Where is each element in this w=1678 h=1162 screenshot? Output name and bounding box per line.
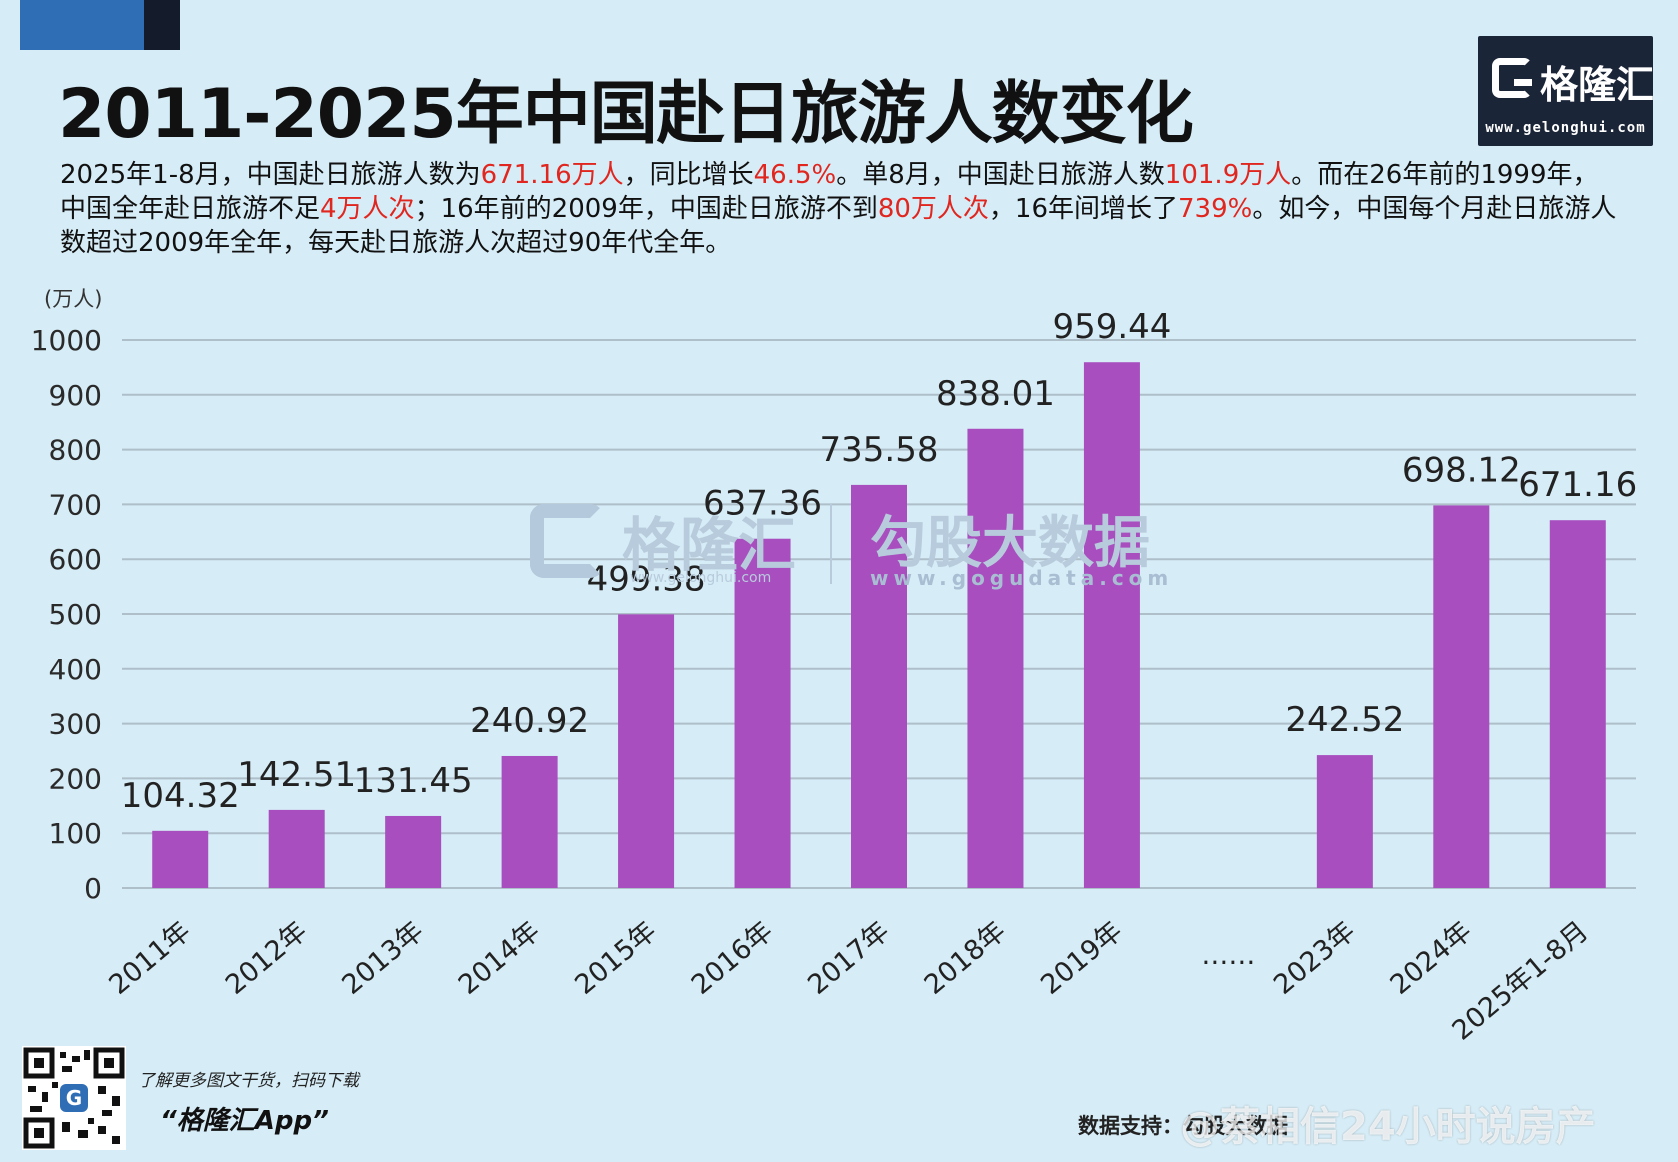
bar-value-label: 499.38 [587,559,706,599]
bar [1316,755,1373,888]
summary-highlight-2: 46.5% [753,160,837,190]
qr-pattern [23,1047,125,1149]
bar [385,815,442,888]
weibo-watermark: @蔡相信24小时说房产 [1180,1104,1596,1150]
data-source: 数据支持：勾股大数据 [1078,1114,1288,1138]
bar-value-label: 838.01 [936,374,1055,414]
summary-highlight-5: 80万人次 [877,194,989,224]
summary-text-6: ，16年间增长了 [988,194,1179,224]
corner-accent [20,0,180,50]
y-tick-label: 500 [49,598,102,631]
summary-text-7: 。如今，中国每个月赴日旅游人数超过2009年全年，每天赴日旅游人次超过90年代全… [60,194,1617,258]
bar-value-label: 242.52 [1285,700,1404,740]
bar [1549,520,1606,888]
qr-code[interactable]: G [22,1046,126,1150]
y-axis-unit-label: (万人) [44,287,102,311]
bar-value-label: 637.36 [703,484,822,524]
page-title: 2011-2025年中国赴日旅游人数变化 [58,75,1194,154]
bar [851,484,907,888]
bar-value-label: 240.92 [470,701,589,741]
footer-note: 了解更多图文干货，扫码下载 [138,1071,359,1091]
brand-name: 格隆汇 [1540,63,1655,107]
summary-highlight-4: 4万人次 [320,194,415,224]
y-tick-label: 400 [49,653,102,686]
summary-text-4: 。而在26年前的1999年，中国全年赴日旅游不足 [60,160,1599,224]
summary-text-2: ，同比增长 [623,160,754,190]
bar [967,428,1024,888]
summary-text-5: ；16年前的2009年，中国赴日旅游不到 [414,194,878,224]
x-category-label: 2018年 [919,916,1012,1001]
y-tick-label: 700 [49,488,102,521]
x-category-label: 2017年 [802,916,895,1001]
bar-value-label: 104.32 [121,776,240,816]
summary-highlight-6: 739% [1178,194,1253,224]
brand-logo[interactable]: 格隆汇 www.gelonghui.com [1478,36,1655,146]
bar-chart: (万人) 0 100 200 300 400 500 600 700 800 900 1000 104.… [31,287,1638,1047]
x-category-label: 2024年 [1385,916,1478,1001]
bar-value-label: 735.58 [820,430,939,470]
y-tick-label: 100 [49,817,102,850]
y-tick-label: 0 [84,872,102,905]
y-tick-label: 900 [49,379,102,412]
brand-url: www.gelonghui.com [1485,120,1646,136]
x-category-label: 2012年 [220,916,313,1001]
x-category-ellipsis: …… [1201,940,1255,971]
y-tick-label: 600 [49,543,102,576]
brand-g-icon [1492,58,1532,98]
bar [734,538,791,888]
bar-value-label: 142.51 [237,755,356,795]
bar [501,755,558,888]
y-tick-label: 200 [49,762,102,795]
summary-text: 2025年1-8月，中国赴日旅游人数为671.16万人，同比增长46.5%。单8… [60,158,1620,260]
summary-highlight-1: 671.16万人 [480,160,624,190]
summary-text-3: 。单8月，中国赴日旅游人数 [836,160,1165,190]
x-category-label: 2013年 [336,916,429,1001]
x-category-label: 2016年 [686,916,779,1001]
y-tick-label: 1000 [31,324,102,357]
summary-text-1: 2025年1-8月，中国赴日旅游人数为 [60,160,481,190]
footer-app-name[interactable]: “格隆汇App” [160,1106,329,1136]
bar-value-label: 671.16 [1518,465,1637,505]
corner-accent-blue [20,0,144,50]
bar-value-label: 959.44 [1052,307,1171,347]
corner-accent-dark [144,0,180,50]
bar-value-label: 698.12 [1402,450,1521,490]
bar [1083,362,1140,888]
bar [618,614,675,888]
y-tick-label: 800 [49,434,102,467]
y-tick-label: 300 [49,708,102,741]
bar [1433,505,1490,888]
bar-value-label: 131.45 [354,761,473,801]
x-category-label: 2011年 [103,916,196,1001]
x-category-label: 2023年 [1268,916,1361,1001]
bar [268,809,325,888]
bar [152,830,209,888]
qr-logo-icon: G [60,1084,88,1112]
summary-highlight-3: 101.9万人 [1164,160,1292,190]
x-category-label: 2014年 [453,916,546,1001]
x-category-label: 2019年 [1035,916,1128,1001]
x-category-label: 2015年 [569,916,662,1001]
